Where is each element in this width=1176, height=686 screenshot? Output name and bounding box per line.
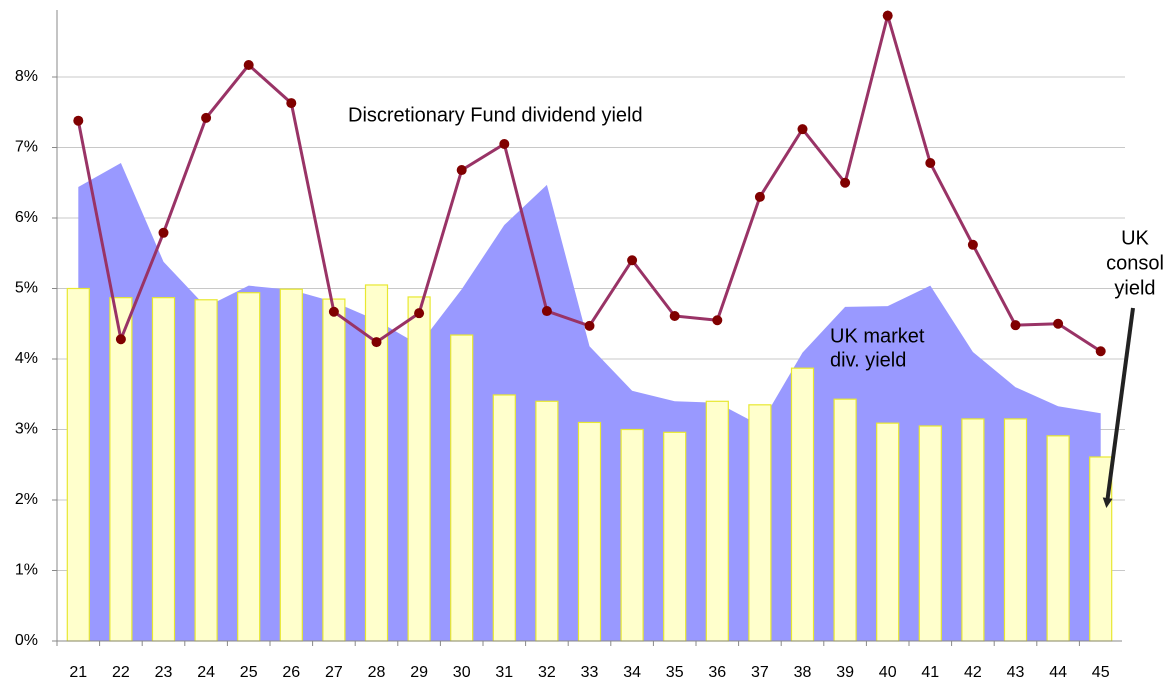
bar: [876, 422, 900, 642]
annotation-arrow: [1102, 307, 1135, 508]
marker: [201, 112, 212, 123]
x-tick-label: 24: [197, 664, 215, 681]
bar: [748, 404, 772, 642]
y-tick-label: 1%: [15, 562, 38, 579]
bar: [237, 292, 261, 642]
marker: [243, 60, 254, 71]
x-tick-label: 40: [879, 664, 897, 681]
y-tick-label: 6%: [15, 209, 38, 226]
bar: [109, 297, 133, 642]
bar: [705, 400, 729, 642]
bar: [322, 298, 346, 642]
marker: [456, 165, 467, 176]
x-tick-label: 22: [112, 664, 130, 681]
annotation: consol: [1106, 252, 1164, 274]
marker: [584, 320, 595, 331]
x-tick-label: 41: [921, 664, 939, 681]
x-tick-label: 26: [282, 664, 300, 681]
marker: [627, 255, 638, 266]
x-tick-label: 38: [794, 664, 812, 681]
bar: [1046, 435, 1070, 642]
bar: [407, 296, 431, 642]
annotation: yield: [1114, 277, 1155, 299]
x-tick-label: 33: [581, 664, 599, 681]
annotation: UK market: [830, 325, 925, 347]
y-tick-label: 5%: [15, 280, 38, 297]
marker: [371, 337, 382, 348]
bar: [663, 431, 687, 642]
y-tick-label: 7%: [15, 139, 38, 156]
marker: [286, 98, 297, 109]
bar: [279, 288, 303, 642]
y-tick-label: 4%: [15, 350, 38, 367]
marker: [967, 239, 978, 250]
bar: [492, 394, 516, 642]
axes: 0% 1% 2% 3% 4% 5% 6% 7% 8% 21 22 23 24 25 26 27 28 29 30 31…: [15, 10, 1122, 681]
bar: [961, 418, 985, 642]
bar: [620, 428, 644, 642]
marker: [73, 115, 84, 126]
marker: [925, 158, 936, 169]
bar: [577, 421, 602, 642]
marker: [1053, 318, 1064, 329]
annotation: Discretionary Fund dividend yield: [348, 104, 643, 126]
marker: [669, 310, 680, 321]
x-tick-label: 23: [155, 664, 173, 681]
x-tick-label: 34: [623, 664, 641, 681]
marker: [1010, 320, 1021, 331]
bar: [918, 425, 942, 642]
marker: [840, 177, 851, 188]
x-tick-label: 29: [410, 664, 428, 681]
bar: [151, 297, 176, 642]
marker: [115, 334, 126, 345]
bar: [1003, 418, 1028, 642]
x-tick-label: 28: [368, 664, 386, 681]
y-tick-label: 8%: [15, 68, 38, 85]
marker: [712, 315, 723, 326]
y-tick-label: 2%: [15, 491, 38, 508]
x-tick-label: 25: [240, 664, 258, 681]
marker: [1095, 346, 1106, 357]
x-tick-label: 27: [325, 664, 343, 681]
x-tick-label: 36: [708, 664, 726, 681]
line-layer: [73, 9, 1106, 357]
x-tick-label: 32: [538, 664, 556, 681]
marker: [158, 227, 169, 238]
bar: [535, 400, 559, 642]
bar: [450, 334, 474, 642]
x-tick-label: 43: [1007, 664, 1025, 681]
bar: [194, 299, 218, 642]
marker: [328, 306, 339, 317]
x-tick-label: 45: [1092, 664, 1110, 681]
y-tick-label: 3%: [15, 421, 38, 438]
marker: [882, 10, 893, 21]
x-tick-label: 39: [836, 664, 854, 681]
bar-layer: [66, 284, 1113, 642]
x-tick-label: 37: [751, 664, 769, 681]
x-tick-label: 42: [964, 664, 982, 681]
x-tick-label: 44: [1049, 664, 1067, 681]
x-tick-label: 30: [453, 664, 471, 681]
x-tick-label: 21: [69, 664, 87, 681]
bar: [66, 287, 90, 642]
marker: [414, 308, 425, 319]
bar: [790, 367, 815, 642]
marker: [541, 306, 552, 317]
x-tick-label: 31: [495, 664, 513, 681]
bar: [833, 398, 857, 642]
annotation: UK: [1121, 227, 1149, 249]
x-tick-label: 35: [666, 664, 684, 681]
annotations: Discretionary Fund dividend yield UK mark…: [348, 104, 1164, 371]
y-tick-label: 0%: [15, 632, 38, 649]
marker: [499, 138, 510, 149]
marker: [797, 124, 808, 135]
annotation: div. yield: [830, 349, 906, 371]
marker: [754, 191, 765, 202]
